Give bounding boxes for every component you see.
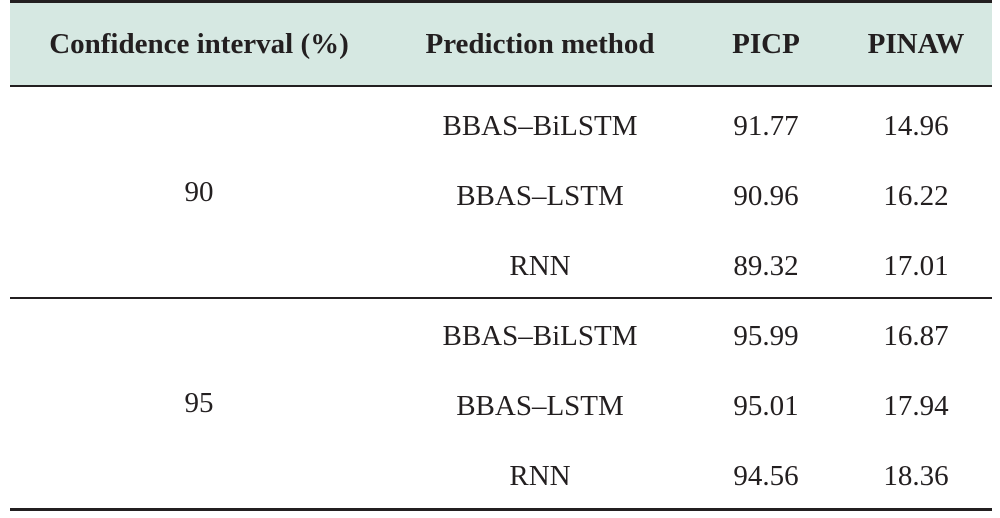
header-picp: PICP: [732, 27, 800, 60]
method-cell: RNN: [509, 459, 571, 492]
header-pinaw: PINAW: [867, 27, 965, 60]
method-cell: BBAS–LSTM: [456, 389, 624, 422]
results-table: Confidence interval (%) Prediction metho…: [10, 0, 992, 511]
pinaw-cell: 18.36: [883, 459, 949, 492]
table-group-95: 95 BBAS–BiLSTM 95.99 16.87 BBAS–LSTM 95.…: [10, 299, 992, 511]
table-row: BBAS–LSTM 90.96 16.22: [388, 161, 992, 231]
picp-cell: 94.56: [733, 459, 799, 492]
picp-cell: 95.99: [733, 319, 799, 352]
pinaw-cell: 14.96: [883, 109, 949, 142]
table-header-row: Confidence interval (%) Prediction metho…: [10, 3, 992, 87]
picp-cell: 90.96: [733, 179, 799, 212]
method-cell: BBAS–LSTM: [456, 179, 624, 212]
method-cell: BBAS–BiLSTM: [442, 109, 638, 142]
confidence-cell: 90: [184, 175, 214, 208]
table-row: BBAS–BiLSTM 95.99 16.87: [388, 301, 992, 371]
confidence-cell: 95: [184, 387, 214, 419]
pinaw-cell: 16.87: [883, 319, 949, 352]
picp-cell: 91.77: [733, 109, 799, 142]
header-prediction-method: Prediction method: [425, 27, 655, 60]
pinaw-cell: 16.22: [883, 179, 949, 212]
method-cell: RNN: [509, 249, 571, 282]
table-row: RNN 94.56 18.36: [388, 441, 992, 511]
table-row: BBAS–BiLSTM 91.77 14.96: [388, 91, 992, 161]
header-confidence-interval: Confidence interval (%): [49, 27, 349, 60]
table-top-rule: [10, 0, 992, 3]
table-row: BBAS–LSTM 95.01 17.94: [388, 371, 992, 441]
table-group-90: 90 BBAS–BiLSTM 91.77 14.96 BBAS–LSTM 90.…: [10, 87, 992, 299]
pinaw-cell: 17.94: [883, 389, 949, 422]
picp-cell: 89.32: [733, 249, 799, 282]
method-cell: BBAS–BiLSTM: [442, 319, 638, 352]
table-row: RNN 89.32 17.01: [388, 231, 992, 301]
pinaw-cell: 17.01: [883, 249, 949, 282]
picp-cell: 95.01: [733, 389, 799, 422]
